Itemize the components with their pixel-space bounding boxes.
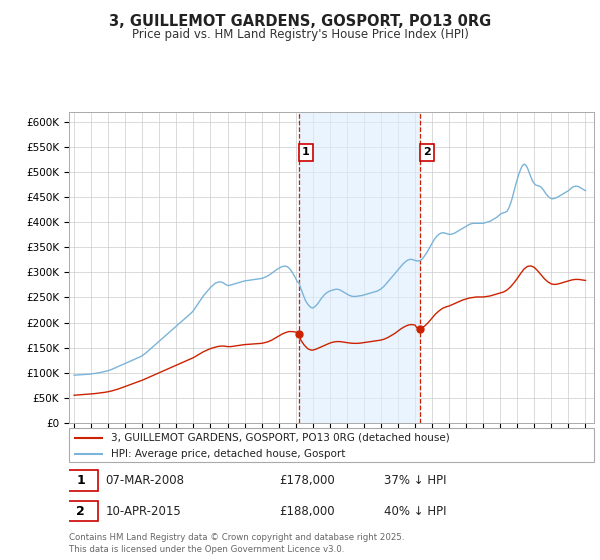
Text: 10-APR-2015: 10-APR-2015 [106, 505, 182, 517]
Text: Price paid vs. HM Land Registry's House Price Index (HPI): Price paid vs. HM Land Registry's House … [131, 28, 469, 41]
Text: 1: 1 [302, 147, 310, 157]
Text: 37% ↓ HPI: 37% ↓ HPI [384, 474, 446, 487]
Text: Contains HM Land Registry data © Crown copyright and database right 2025.
This d: Contains HM Land Registry data © Crown c… [69, 533, 404, 554]
Text: HPI: Average price, detached house, Gosport: HPI: Average price, detached house, Gosp… [111, 449, 346, 459]
Text: £178,000: £178,000 [279, 474, 335, 487]
Text: 2: 2 [423, 147, 431, 157]
Bar [299, 112, 419, 423]
FancyBboxPatch shape [69, 428, 594, 462]
FancyBboxPatch shape [64, 470, 98, 491]
FancyBboxPatch shape [64, 501, 98, 521]
Text: 07-MAR-2008: 07-MAR-2008 [106, 474, 185, 487]
Text: 3, GUILLEMOT GARDENS, GOSPORT, PO13 0RG (detached house): 3, GUILLEMOT GARDENS, GOSPORT, PO13 0RG … [111, 433, 450, 443]
Text: 3, GUILLEMOT GARDENS, GOSPORT, PO13 0RG: 3, GUILLEMOT GARDENS, GOSPORT, PO13 0RG [109, 14, 491, 29]
Text: 2: 2 [76, 505, 85, 517]
Text: 1: 1 [76, 474, 85, 487]
Text: £188,000: £188,000 [279, 505, 335, 517]
Text: 40% ↓ HPI: 40% ↓ HPI [384, 505, 446, 517]
